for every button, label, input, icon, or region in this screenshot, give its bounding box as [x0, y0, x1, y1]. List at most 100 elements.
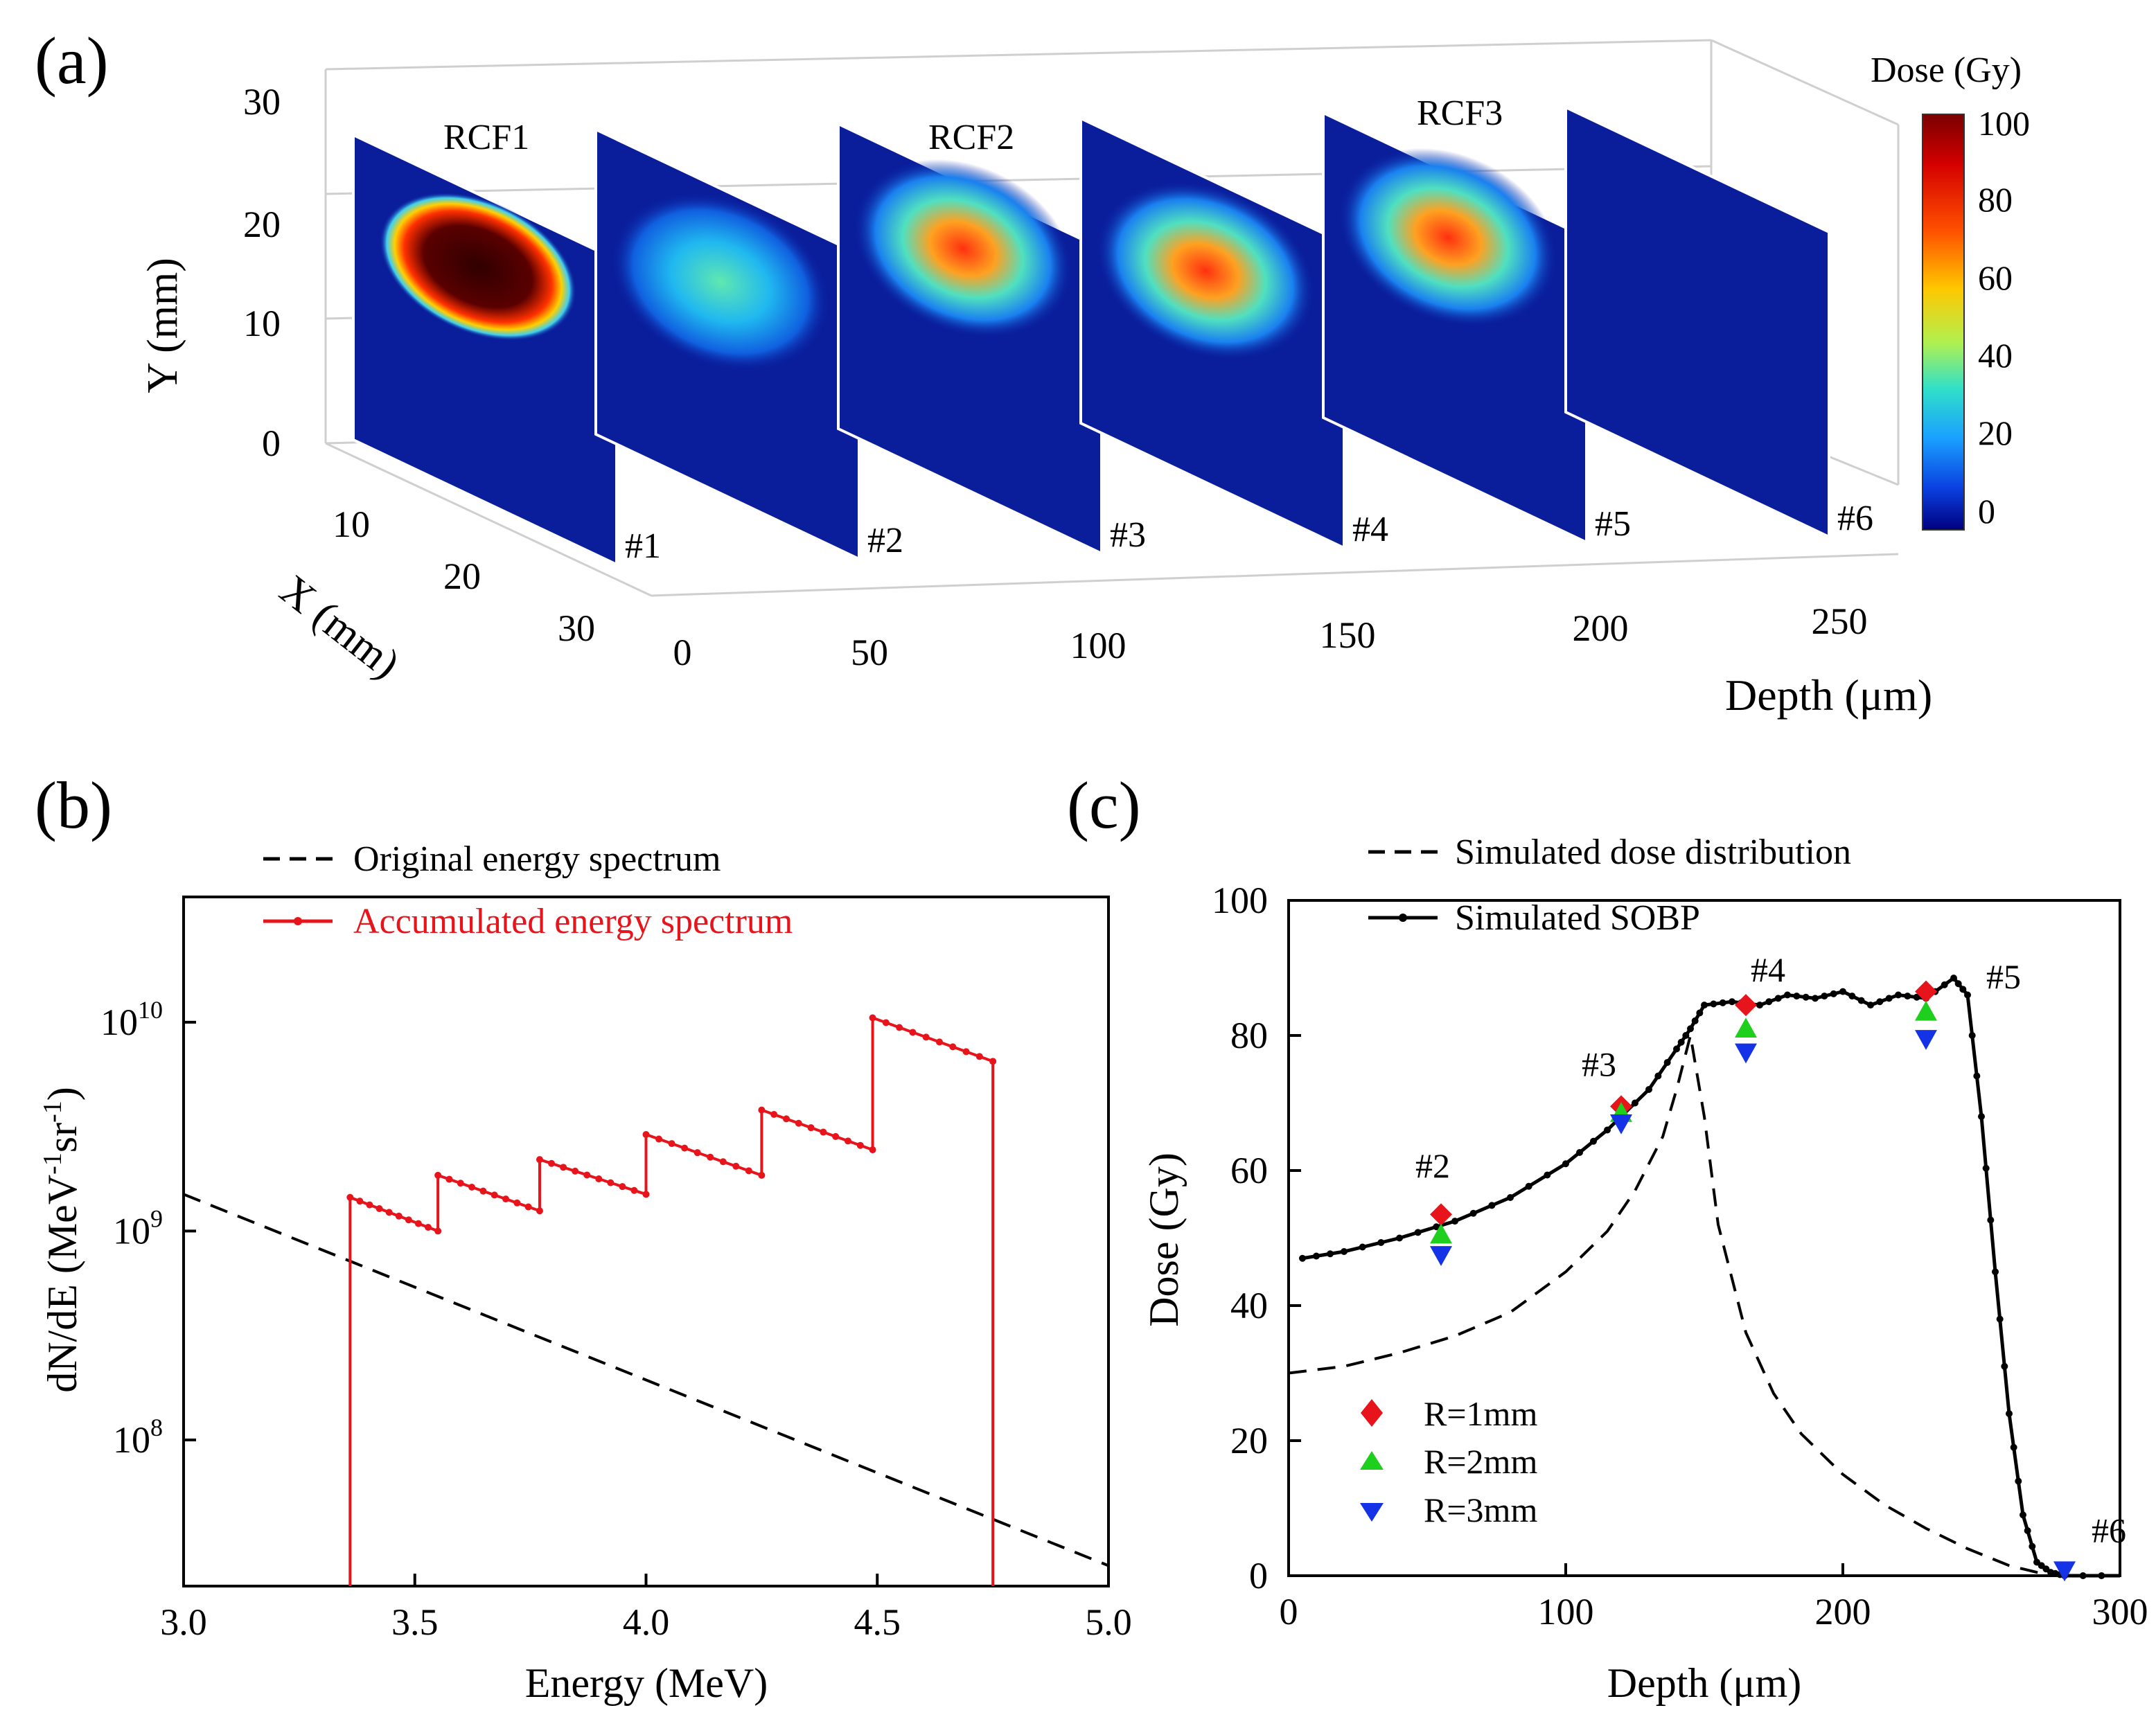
y-tick-label: 100 [1212, 880, 1268, 921]
colorbar-tick-40: 40 [1978, 336, 2013, 375]
x-axis-label-c: Depth (μm) [1607, 1660, 1801, 1706]
legend-marker-r1 [1361, 1399, 1383, 1427]
x-tick-label: 4.5 [854, 1601, 901, 1643]
sobp-point [1525, 1182, 1532, 1190]
accumulated-point [869, 1014, 876, 1022]
accumulated-point [642, 1131, 650, 1139]
sobp-point [1377, 1239, 1385, 1246]
accumulated-point [782, 1115, 790, 1123]
colorbar [1922, 114, 1965, 531]
sobp-point [1987, 1216, 1995, 1224]
accumulated-point [681, 1144, 689, 1152]
accumulated-point [385, 1209, 393, 1216]
accumulated-point [607, 1179, 615, 1186]
sobp-point [1867, 1002, 1874, 1009]
film-dose-spot [854, 159, 1072, 339]
film-stack: #1 #2 #3 #4 #5 #6 [352, 105, 1873, 567]
y-tick-label: 108 [113, 1414, 163, 1461]
sobp-point [1313, 1252, 1320, 1260]
sobp-point [1576, 1149, 1583, 1156]
sobp-point [1719, 999, 1726, 1006]
legend-label-sobp: Simulated SOBP [1455, 898, 1700, 938]
accumulated-point [832, 1132, 840, 1140]
sobp-point [1677, 1038, 1685, 1046]
group-label-rcf2: RCF2 [928, 118, 1014, 157]
sobp-point [1821, 993, 1828, 1000]
marker-r-3mm [1915, 1030, 1937, 1050]
sobp-point [2024, 1527, 2031, 1534]
accumulated-point [909, 1029, 917, 1036]
y-tick-label: 109 [113, 1204, 163, 1252]
colorbar-tick-20: 20 [1978, 413, 2013, 452]
legend-label-r2: R=2mm [1424, 1442, 1537, 1481]
accumulated-point [425, 1224, 432, 1231]
group-label-rcf1: RCF1 [443, 118, 529, 157]
colorbar-title: Dose (Gy) [1871, 51, 2022, 90]
sobp-point [1784, 991, 1791, 999]
colorbar-tick-0: 0 [1978, 492, 1995, 531]
legend-marker-r3 [1360, 1503, 1384, 1522]
annotation-label: #2 [1415, 1146, 1450, 1185]
sobp-point [1691, 1017, 1699, 1024]
depth-tick-250: 250 [1812, 600, 1868, 642]
y-tick-label: 40 [1230, 1285, 1268, 1326]
legend-label-r3: R=3mm [1424, 1491, 1537, 1529]
series-accumulated-spectrum [348, 1015, 995, 1586]
sobp-point [1396, 1234, 1403, 1242]
accumulated-point [807, 1124, 815, 1132]
sobp-point [1682, 1032, 1690, 1039]
y-axis-label-c: Dose (Gy) [1141, 1153, 1187, 1327]
colorbar-tick-80: 80 [1978, 180, 2013, 219]
accumulated-point [896, 1024, 903, 1031]
panel-label-b: (b) [35, 768, 112, 842]
accumulated-point [655, 1135, 663, 1143]
sobp-point [1562, 1160, 1569, 1168]
film-label: #2 [867, 521, 903, 560]
sobp-point [1876, 998, 1884, 1006]
sobp-point [1544, 1171, 1551, 1179]
accumulated-point [989, 1058, 997, 1065]
sobp-point [1978, 1113, 1985, 1120]
sobp-point [1885, 995, 1893, 1002]
film-dose-spot [380, 193, 576, 341]
legend-marker-sobp [1399, 914, 1407, 922]
sobp-point [1451, 1218, 1458, 1225]
marker-r-3mm [1610, 1114, 1632, 1135]
marker-r-2mm [1430, 1223, 1452, 1244]
depth-tick-50: 50 [851, 632, 888, 673]
sobp-point [1632, 1099, 1638, 1107]
annotation-label: #3 [1582, 1045, 1616, 1084]
panel-label-a: (a) [35, 24, 109, 98]
plot-frame-c [1287, 899, 2121, 1577]
sobp-point [1973, 1072, 1981, 1080]
film-2: #2 [594, 127, 903, 562]
sobp-point [1941, 981, 1948, 988]
sobp-point [1774, 995, 1782, 1002]
marker-r-1mm [1915, 980, 1937, 1003]
accumulated-point [414, 1220, 422, 1227]
accumulated-point [642, 1191, 650, 1198]
accumulated-point [375, 1204, 383, 1212]
series-original-spectrum [183, 1193, 1109, 1567]
x-tick-20: 20 [443, 555, 481, 597]
accumulated-point [366, 1201, 373, 1209]
y-axis-label-a: Y (mm) [139, 258, 186, 393]
accumulated-point [595, 1175, 603, 1183]
sobp-point [2010, 1443, 2017, 1451]
y-tick-label: 1010 [100, 996, 163, 1043]
accumulated-point [536, 1156, 543, 1164]
series-simulated-dose [1288, 1035, 2065, 1577]
sobp-point [1848, 993, 1856, 1000]
accumulated-point [346, 1193, 354, 1201]
sobp-point [1729, 998, 1735, 1006]
legend-label-accumulated: Accumulated energy spectrum [353, 902, 793, 941]
accumulated-point [745, 1167, 752, 1175]
accumulated-point [572, 1167, 579, 1175]
marker-r-3mm [1430, 1246, 1452, 1266]
colorbar-tick-100: 100 [1978, 104, 2030, 143]
depth-tick-100: 100 [1070, 625, 1126, 666]
accumulated-point [395, 1212, 403, 1220]
accumulated-point [856, 1141, 864, 1149]
depth-tick-200: 200 [1573, 607, 1629, 649]
x-tick-label: 3.0 [160, 1601, 207, 1643]
